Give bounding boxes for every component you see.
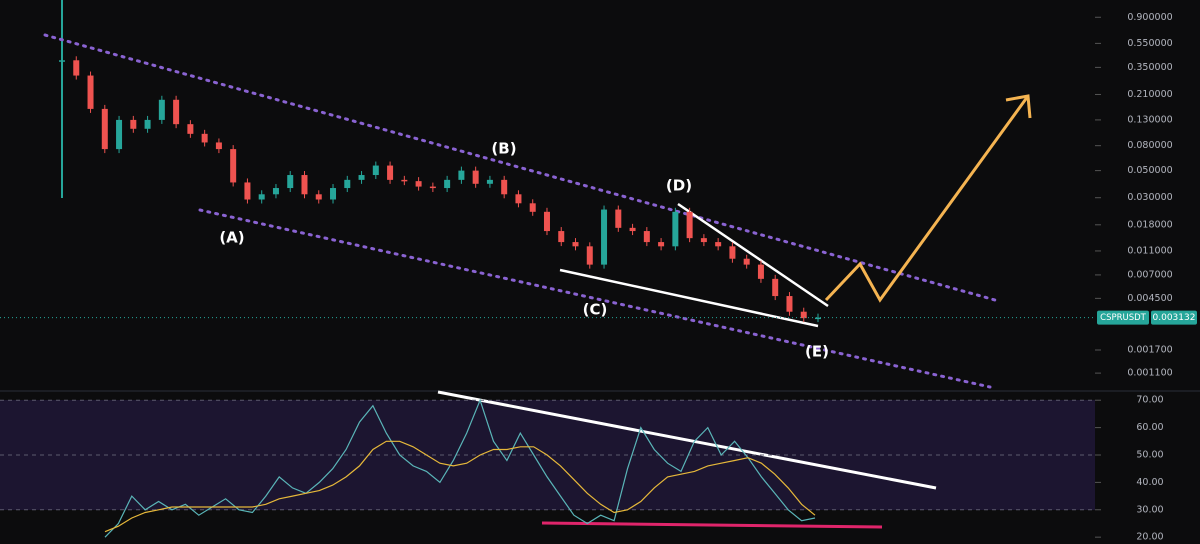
- candle: [101, 108, 108, 150]
- candle: [130, 119, 137, 129]
- last-price: 0.003132: [1153, 313, 1196, 323]
- candle: [786, 296, 793, 312]
- candle: [158, 99, 165, 120]
- candle: [116, 119, 123, 150]
- candle: [586, 246, 593, 265]
- candle: [244, 182, 251, 200]
- candle: [173, 99, 180, 125]
- candle: [315, 194, 322, 200]
- candle: [358, 175, 365, 180]
- candle: [230, 149, 237, 183]
- y-tick-label: 0.080000: [1127, 140, 1172, 151]
- candle: [700, 238, 707, 243]
- y-tick-label: 0.004500: [1127, 293, 1172, 304]
- candle: [344, 179, 351, 189]
- projection-arrowhead: [1005, 94, 1032, 119]
- candle: [272, 188, 279, 195]
- y-tick-label: 0.001100: [1127, 368, 1172, 379]
- candle: [658, 242, 665, 247]
- candle: [615, 209, 622, 228]
- candle: [258, 194, 265, 200]
- y-tick-label: 20.00: [1136, 532, 1163, 543]
- candle: [686, 211, 693, 239]
- candle: [800, 311, 807, 319]
- candle: [444, 179, 451, 189]
- wave-label: (D): [666, 177, 692, 195]
- candle: [772, 278, 779, 297]
- channel-bottom: [198, 208, 992, 389]
- wave-label: (E): [805, 343, 829, 361]
- candle: [458, 170, 465, 180]
- projection: [824, 95, 1030, 303]
- y-tick-label: 0.350000: [1127, 62, 1172, 73]
- candle: [815, 317, 821, 320]
- rsi-support: [541, 521, 883, 529]
- y-tick-label: 30.00: [1136, 504, 1163, 515]
- candle: [629, 227, 636, 232]
- candle: [429, 186, 436, 189]
- y-tick-label: 0.210000: [1127, 89, 1172, 100]
- y-tick-label: 40.00: [1136, 477, 1163, 488]
- rsi-ma-line: [104, 440, 816, 533]
- candle: [472, 170, 479, 184]
- y-tick-label: 0.130000: [1127, 114, 1172, 125]
- candle: [59, 60, 65, 62]
- candle: [215, 142, 222, 150]
- candle: [87, 75, 94, 109]
- candle: [201, 133, 208, 143]
- candle: [415, 181, 422, 187]
- y-tick-label: 0.900000: [1127, 12, 1172, 23]
- wave-label: (B): [491, 140, 516, 158]
- candle: [387, 165, 394, 180]
- candle: [144, 119, 151, 129]
- candle: [187, 124, 194, 134]
- candle: [401, 179, 408, 182]
- y-tick-label: 0.011000: [1127, 245, 1172, 256]
- candle: [672, 211, 679, 247]
- rsi-line: [104, 398, 816, 538]
- candle: [743, 258, 750, 265]
- candle: [601, 209, 608, 265]
- candle: [515, 194, 522, 204]
- price-tag: [1151, 310, 1197, 325]
- candle: [729, 246, 736, 259]
- y-tick-label: 70.00: [1136, 395, 1163, 406]
- candle: [715, 242, 722, 247]
- y-tick-label: 50.00: [1136, 449, 1163, 460]
- symbol-label: CSPRUSDT: [1100, 313, 1147, 323]
- rsi-trendline: [437, 390, 937, 490]
- wedge-bottom: [559, 268, 819, 328]
- symbol-tag: [1097, 310, 1149, 325]
- candle: [287, 175, 294, 189]
- y-tick-label: 60.00: [1136, 422, 1163, 433]
- y-tick-label: 0.030000: [1127, 192, 1172, 203]
- y-tick-label: 0.050000: [1127, 165, 1172, 176]
- candle: [372, 165, 379, 176]
- y-tick-label: 0.550000: [1127, 38, 1172, 49]
- wedge-top: [677, 202, 829, 308]
- candle: [558, 231, 565, 243]
- candle: [757, 264, 764, 279]
- candle: [529, 203, 536, 212]
- candle: [486, 179, 493, 184]
- y-tick-label: 0.001700: [1127, 345, 1172, 356]
- wave-label: (A): [219, 229, 244, 247]
- y-tick-label: 0.018000: [1127, 219, 1172, 230]
- candle: [73, 60, 80, 76]
- wave-label: (C): [583, 301, 608, 319]
- candle: [572, 242, 579, 247]
- candle: [543, 211, 550, 232]
- y-tick-label: 0.007000: [1127, 269, 1172, 280]
- candle: [643, 231, 650, 243]
- candle: [330, 188, 337, 200]
- candle: [301, 175, 308, 195]
- candle: [501, 179, 508, 195]
